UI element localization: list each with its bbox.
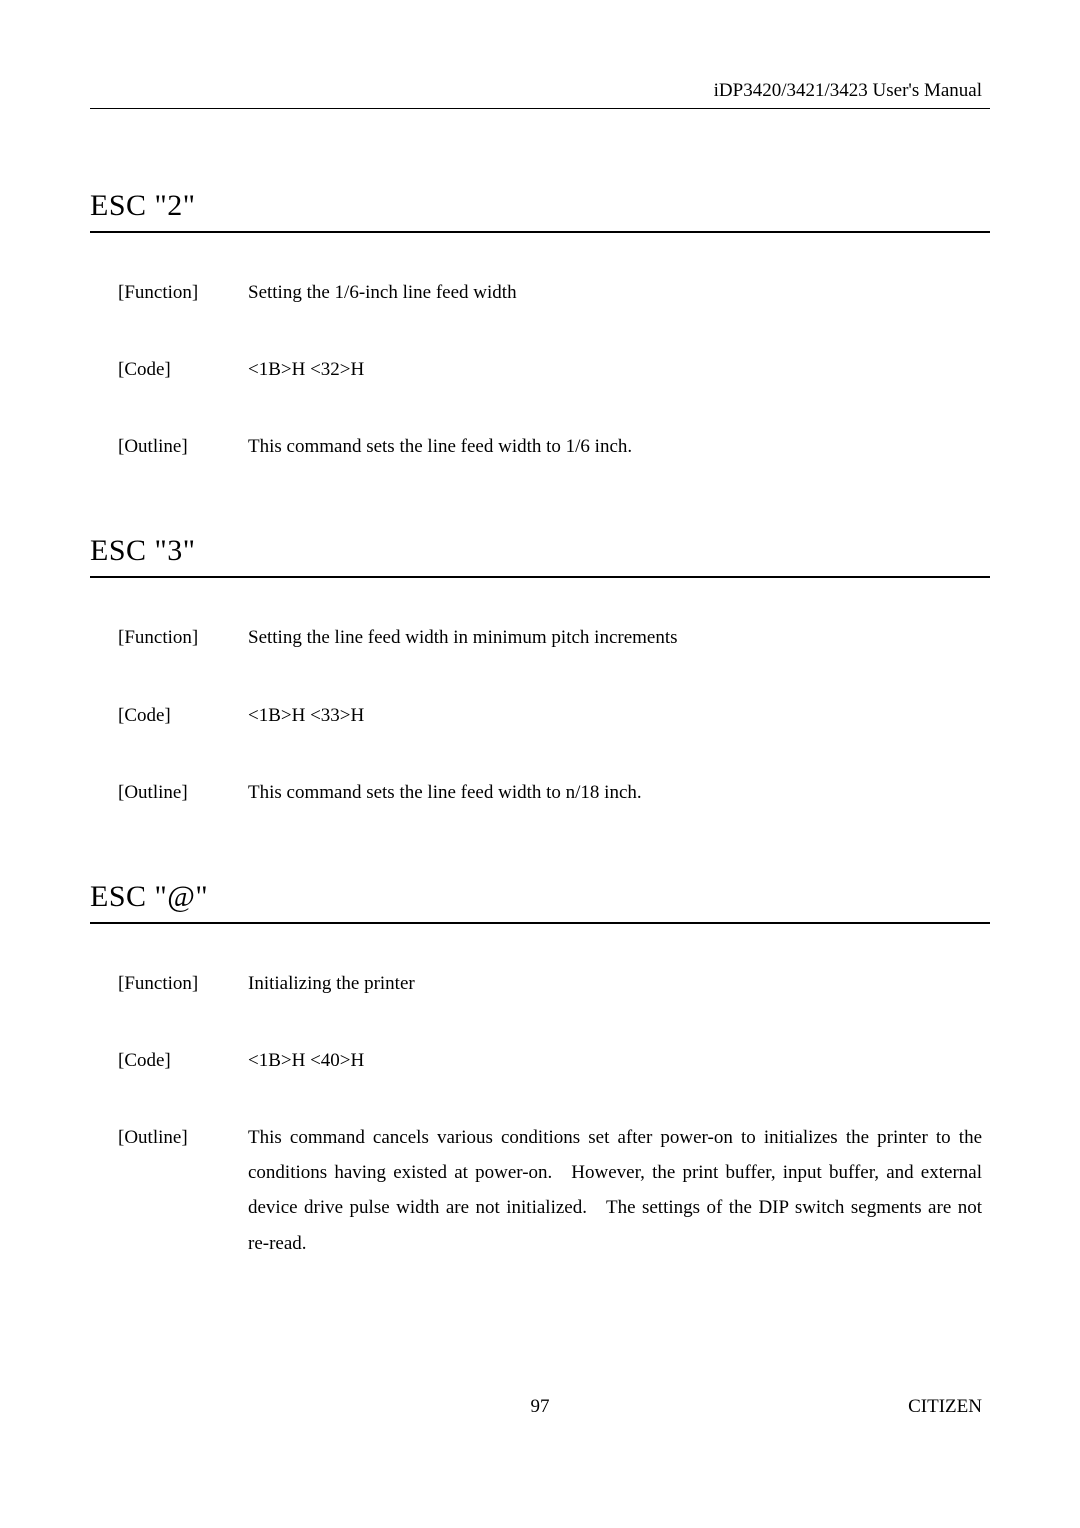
row-value: Initializing the printer	[248, 966, 990, 1001]
command-block-esc-at: ESC "@" [Function] Initializing the prin…	[90, 880, 990, 1261]
header-text: iDP3420/3421/3423 User's Manual	[90, 80, 990, 108]
row-label: [Function]	[118, 620, 248, 655]
command-title: ESC "@"	[90, 880, 990, 924]
page: iDP3420/3421/3423 User's Manual ESC "2" …	[0, 0, 1080, 1261]
footer: 97 CITIZEN	[90, 1396, 990, 1418]
row-function: [Function] Setting the 1/6-inch line fee…	[118, 275, 990, 310]
footer-brand: CITIZEN	[908, 1396, 982, 1418]
row-value: This command sets the line feed width to…	[248, 775, 990, 810]
row-value: This command sets the line feed width to…	[248, 429, 990, 464]
command-rows: [Function] Initializing the printer [Cod…	[90, 924, 990, 1261]
command-block-esc-3: ESC "3" [Function] Setting the line feed…	[90, 534, 990, 809]
row-value: <1B>H <33>H	[248, 698, 990, 733]
row-code: [Code] <1B>H <33>H	[118, 698, 990, 733]
row-function: [Function] Setting the line feed width i…	[118, 620, 990, 655]
row-outline: [Outline] This command sets the line fee…	[118, 775, 990, 810]
header-rule: iDP3420/3421/3423 User's Manual	[90, 80, 990, 109]
row-value: Setting the 1/6-inch line feed width	[248, 275, 990, 310]
row-value: <1B>H <32>H	[248, 352, 990, 387]
row-code: [Code] <1B>H <32>H	[118, 352, 990, 387]
row-value: This command cancels various conditions …	[248, 1120, 990, 1261]
row-label: [Outline]	[118, 1120, 248, 1261]
command-title: ESC "2"	[90, 189, 990, 233]
row-label: [Outline]	[118, 775, 248, 810]
command-title: ESC "3"	[90, 534, 990, 578]
row-label: [Code]	[118, 698, 248, 733]
page-number: 97	[531, 1396, 550, 1418]
row-label: [Outline]	[118, 429, 248, 464]
row-label: [Code]	[118, 352, 248, 387]
command-block-esc-2: ESC "2" [Function] Setting the 1/6-inch …	[90, 189, 990, 464]
row-value: <1B>H <40>H	[248, 1043, 990, 1078]
command-rows: [Function] Setting the line feed width i…	[90, 578, 990, 809]
row-function: [Function] Initializing the printer	[118, 966, 990, 1001]
row-code: [Code] <1B>H <40>H	[118, 1043, 990, 1078]
row-label: [Function]	[118, 966, 248, 1001]
row-label: [Code]	[118, 1043, 248, 1078]
command-rows: [Function] Setting the 1/6-inch line fee…	[90, 233, 990, 464]
row-outline: [Outline] This command sets the line fee…	[118, 429, 990, 464]
row-value: Setting the line feed width in minimum p…	[248, 620, 990, 655]
row-label: [Function]	[118, 275, 248, 310]
row-outline: [Outline] This command cancels various c…	[118, 1120, 990, 1261]
